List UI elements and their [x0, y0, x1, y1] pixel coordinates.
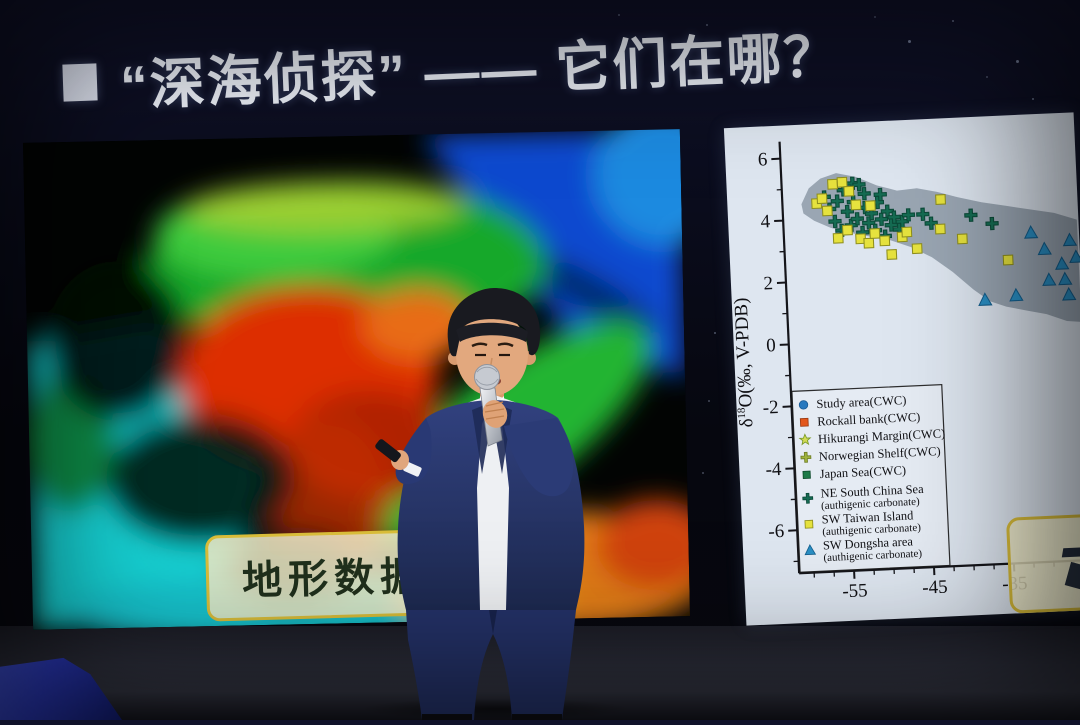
star-speck: [714, 332, 716, 334]
presenter: [330, 278, 660, 720]
star-speck: [708, 400, 710, 402]
cutoff-glyph-fragment: [1062, 547, 1080, 557]
y-axis-label: δ18O(‰, V-PDB): [731, 297, 758, 428]
legend: Study area(CWC)Rockall bank(CWC)Hikurang…: [792, 385, 951, 573]
x-tick-label: -55: [842, 580, 868, 602]
y-tick-label: -4: [765, 459, 782, 481]
y-tick-label: 6: [757, 149, 767, 170]
star-speck: [1016, 60, 1019, 63]
star-speck: [986, 76, 988, 78]
y-tick-label: 0: [766, 335, 776, 356]
star-speck: [1032, 98, 1034, 100]
y-tick-label: -6: [768, 521, 785, 543]
y-tick-label: 4: [760, 211, 771, 232]
presenter-trousers: [406, 610, 576, 720]
y-axis: [780, 142, 800, 574]
star-speck: [618, 14, 620, 16]
y-tick-label: 2: [763, 273, 773, 294]
star-speck: [702, 472, 704, 474]
cutoff-glyph-fragment: [1065, 562, 1080, 590]
y-tick-label: -2: [762, 397, 779, 419]
x-tick-label: -45: [922, 577, 948, 599]
title-bullet-icon: [62, 63, 97, 101]
partial-label-box: [1006, 510, 1080, 613]
slide-title: “深海侦探” —— 它们在哪？: [118, 2, 981, 134]
